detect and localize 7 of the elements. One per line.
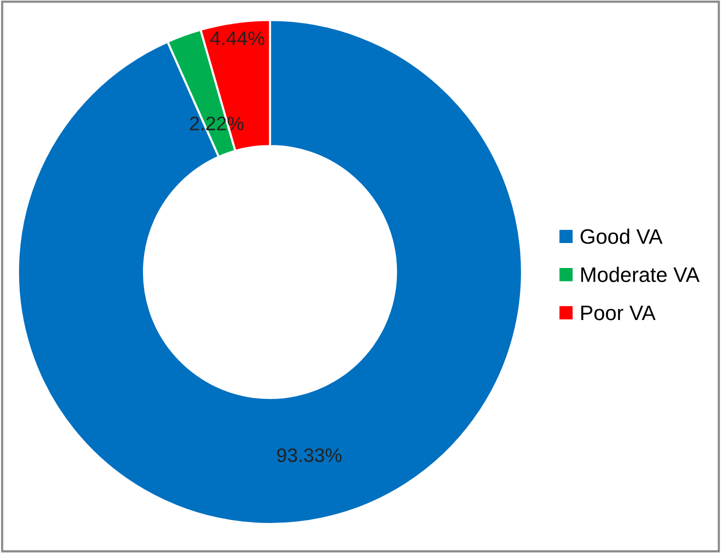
legend-label: Poor VA [581,306,656,320]
legend-label: Good VA [580,228,663,244]
data-label: 4.44% [210,31,264,46]
data-label: 2.22% [190,116,244,130]
donut-slice [16,18,524,526]
data-label: 93.33% [277,448,342,462]
legend-label: Moderate VA [581,266,700,282]
